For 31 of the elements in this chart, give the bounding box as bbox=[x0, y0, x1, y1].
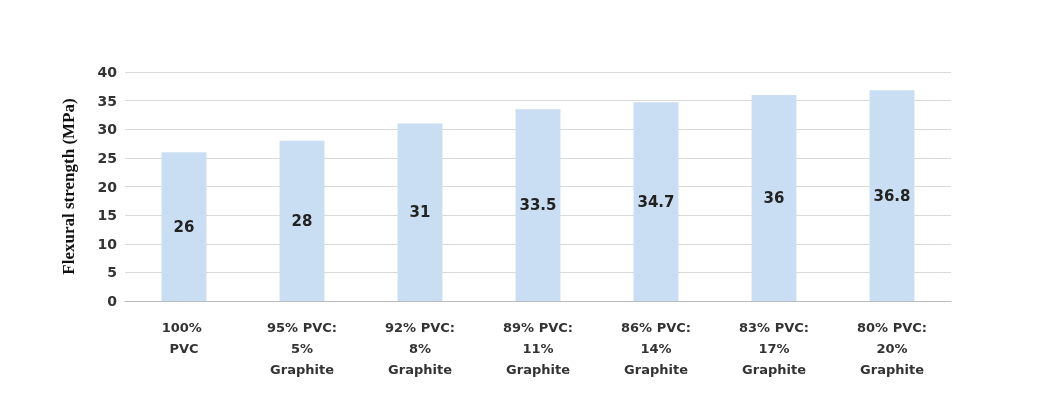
y-tick-label: 30 bbox=[97, 121, 118, 138]
data-label: 34.7 bbox=[637, 192, 675, 211]
y-tick-label: 5 bbox=[107, 264, 117, 281]
x-tick-label: 86% PVC: 14% Graphite bbox=[621, 320, 691, 377]
bar bbox=[633, 102, 679, 301]
x-tick-label: 89% PVC: 11% Graphite bbox=[503, 320, 573, 377]
bar bbox=[869, 90, 915, 301]
data-label: 31 bbox=[409, 203, 431, 222]
x-tick-label: 92% PVC: 8% Graphite bbox=[385, 320, 455, 377]
y-tick-label: 40 bbox=[97, 64, 118, 80]
y-tick-label: 15 bbox=[97, 207, 117, 224]
data-label: 28 bbox=[291, 211, 313, 230]
y-tick-label: 10 bbox=[97, 235, 118, 252]
y-axis-title: Flexural strength (MPa) bbox=[59, 98, 78, 275]
x-tick-label: 83% PVC: 17% Graphite bbox=[739, 320, 809, 377]
y-tick-label: 0 bbox=[107, 293, 118, 309]
x-tick-label: 100% PVC bbox=[161, 320, 207, 356]
bar bbox=[279, 140, 325, 301]
bar bbox=[161, 152, 207, 301]
data-label: 36 bbox=[763, 188, 785, 207]
y-tick-label: 35 bbox=[97, 92, 117, 109]
data-label: 36.8 bbox=[873, 186, 911, 205]
data-label: 26 bbox=[173, 217, 195, 236]
y-tick-label: 25 bbox=[97, 149, 117, 166]
y-tick-label: 20 bbox=[97, 178, 118, 195]
x-tick-label: 80% PVC: 20% Graphite bbox=[857, 320, 927, 377]
x-tick-label: 95% PVC: 5% Graphite bbox=[267, 320, 337, 377]
data-label: 33.5 bbox=[519, 196, 557, 215]
bar bbox=[515, 109, 561, 301]
bar bbox=[751, 94, 797, 301]
bar bbox=[397, 123, 443, 301]
